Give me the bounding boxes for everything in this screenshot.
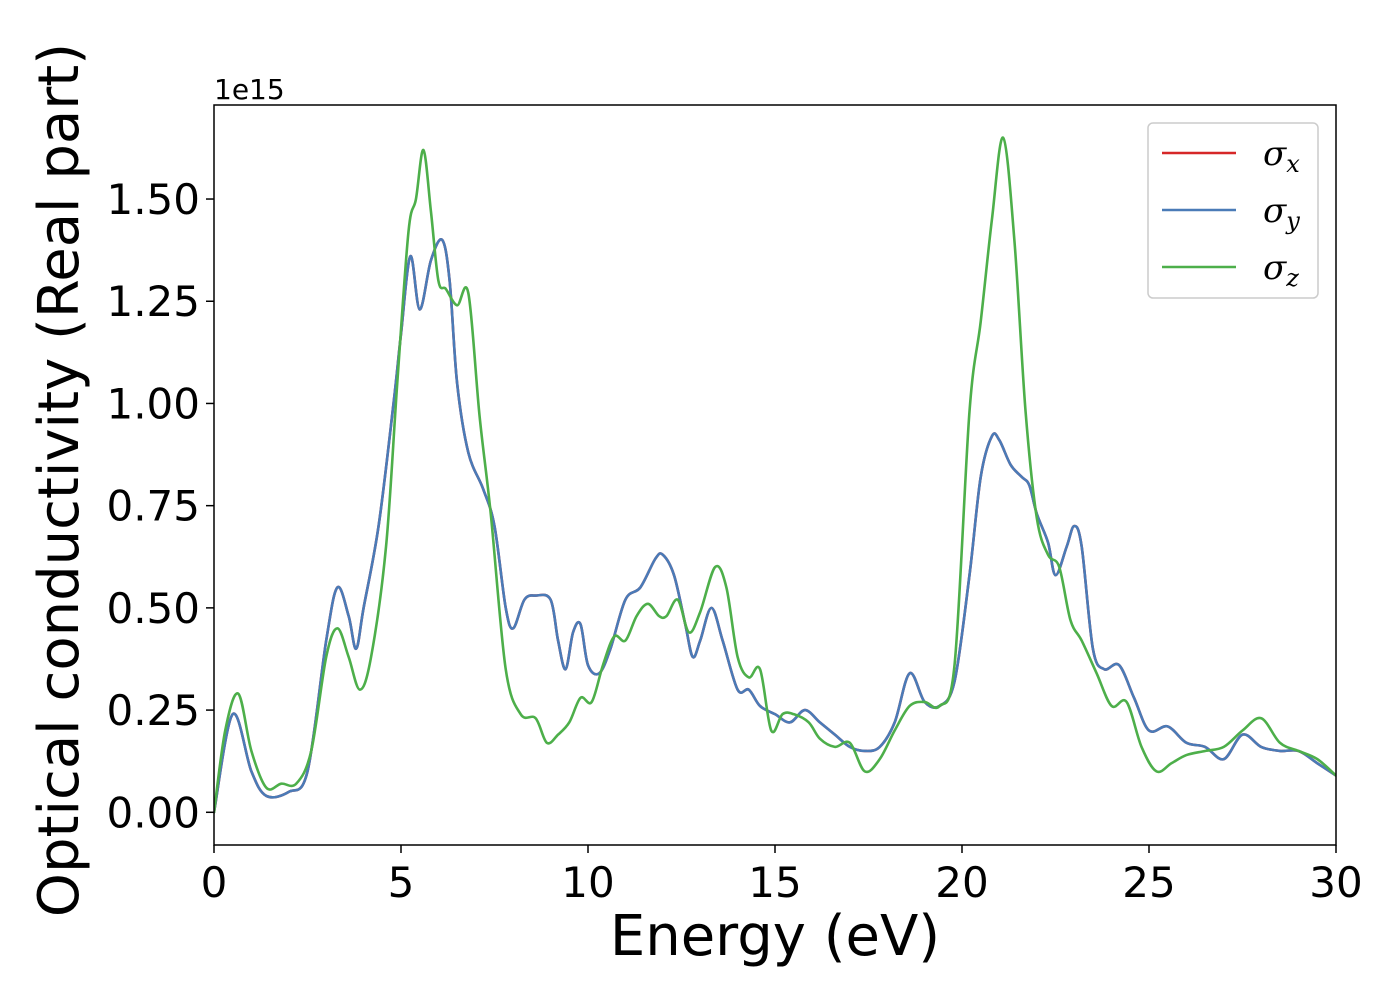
y-axis-ticks: 0.00 0.25 0.50 0.75 1.00 1.25 1.50 <box>106 175 214 837</box>
legend-item-z: σz <box>1162 248 1299 292</box>
x-axis-ticks: 0 5 10 15 20 25 30 <box>201 845 1363 907</box>
series-line-z <box>214 136 1336 814</box>
legend-item-x: σx <box>1162 134 1300 178</box>
legend-label: σz <box>1263 248 1299 292</box>
x-tick-label: 0 <box>201 858 228 907</box>
y-tick-label: 1.00 <box>106 379 200 428</box>
y-tick-label: 1.50 <box>106 175 200 224</box>
y-tick-label: 0.25 <box>106 686 200 735</box>
x-tick-label: 30 <box>1309 858 1362 907</box>
legend: σx σy σz <box>1147 122 1319 299</box>
y-offset-label: 1e15 <box>214 73 285 106</box>
y-tick-label: 0.50 <box>106 584 200 633</box>
x-tick-label: 5 <box>388 858 415 907</box>
legend-item-y: σy <box>1162 191 1300 235</box>
legend-label: σx <box>1263 134 1300 178</box>
x-tick-label: 10 <box>561 858 614 907</box>
y-tick-label: 0.00 <box>106 788 200 837</box>
x-tick-label: 15 <box>748 858 801 907</box>
y-axis-label: Optical conductivity (Real part) <box>27 43 92 917</box>
x-axis-label: Energy (eV) <box>610 904 940 969</box>
y-tick-label: 1.25 <box>106 277 200 326</box>
x-tick-label: 20 <box>935 858 988 907</box>
x-tick-label: 25 <box>1122 858 1175 907</box>
y-tick-label: 0.75 <box>106 482 200 531</box>
legend-label: σy <box>1263 191 1300 235</box>
series-line-y <box>214 238 1336 814</box>
series-layer <box>214 136 1336 814</box>
